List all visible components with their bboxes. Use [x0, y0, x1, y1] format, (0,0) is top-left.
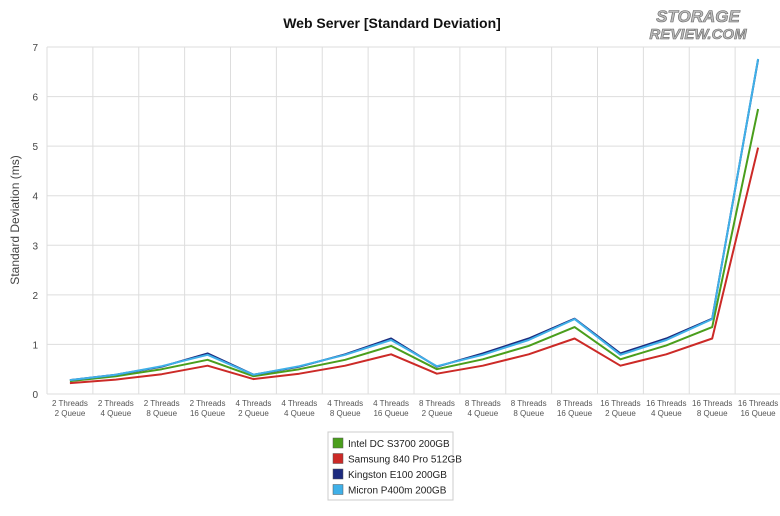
legend-swatch	[332, 468, 344, 480]
y-tick-label: 4	[32, 192, 38, 203]
x-tick-label: 8 Threads	[419, 399, 455, 408]
grid	[46, 46, 780, 395]
x-tick-label: 4 Threads	[327, 399, 363, 408]
legend-label: Samsung 840 Pro 512GB	[348, 455, 462, 466]
legend-swatch	[332, 437, 344, 449]
series-lines	[69, 58, 760, 385]
x-tick-label: 2 Threads	[190, 399, 226, 408]
logo-line1: STORAGE	[656, 7, 740, 26]
x-tick-label: 16 Threads	[692, 399, 732, 408]
x-tick-label: 8 Threads	[465, 399, 501, 408]
x-tick-label: 2 Threads	[98, 399, 134, 408]
x-tick-label-line2: 4 Queue	[651, 409, 682, 418]
x-tick-label: 2 Threads	[144, 399, 180, 408]
x-tick-label-line2: 2 Queue	[238, 409, 269, 418]
x-tick-label: 4 Threads	[236, 399, 272, 408]
legend-label: Kingston E100 200GB	[348, 470, 447, 481]
x-tick-label-line2: 4 Queue	[284, 409, 315, 418]
x-tick-label-line2: 8 Queue	[146, 409, 177, 418]
x-tick-label: 8 Threads	[511, 399, 547, 408]
storagereview-logo: STORAGE REVIEW.COM	[649, 7, 747, 44]
y-tick-labels: 0 1 2 3 4 5 6 7	[32, 43, 38, 401]
y-tick-label: 7	[32, 43, 38, 54]
legend-swatch	[332, 453, 344, 464]
x-tick-label: 16 Threads	[646, 399, 686, 408]
x-tick-label: 8 Threads	[557, 399, 593, 408]
x-tick-label-line2: 16 Queue	[190, 409, 226, 418]
y-tick-label: 2	[32, 291, 38, 302]
logo-line2: REVIEW.COM	[649, 26, 747, 43]
x-tick-label-line2: 4 Queue	[100, 409, 131, 418]
series-line-micron-p400m-200gb	[69, 58, 760, 382]
x-tick-label-line2: 8 Queue	[330, 409, 361, 418]
x-tick-label-line2: 16 Queue	[740, 409, 776, 418]
x-tick-label-line2: 16 Queue	[373, 409, 409, 418]
y-tick-label: 1	[32, 340, 38, 351]
legend-label: Micron P400m 200GB	[348, 486, 447, 497]
x-tick-label: 2 Threads	[52, 399, 88, 408]
legend-label: Intel DC S3700 200GB	[348, 439, 450, 450]
x-tick-label-line2: 8 Queue	[513, 409, 544, 418]
chart-title: Web Server [Standard Deviation]	[283, 15, 501, 31]
y-tick-label: 0	[32, 390, 38, 401]
x-tick-label: 4 Threads	[373, 399, 409, 408]
x-tick-label: 4 Threads	[281, 399, 317, 408]
series-line-samsung-840-pro-512gb	[69, 147, 760, 385]
series-line-intel-dc-s3700-200gb	[69, 108, 760, 383]
x-tick-label: 16 Threads	[738, 399, 778, 408]
x-tick-label-line2: 16 Queue	[557, 409, 593, 418]
x-tick-label-line2: 2 Queue	[422, 409, 453, 418]
y-tick-label: 6	[32, 93, 38, 104]
x-tick-label-line2: 2 Queue	[55, 409, 86, 418]
x-tick-label-line2: 2 Queue	[605, 409, 636, 418]
legend: Intel DC S3700 200GB Samsung 840 Pro 512G…	[327, 431, 462, 501]
x-tick-label: 16 Threads	[600, 399, 640, 408]
x-tick-label-line2: 8 Queue	[697, 409, 728, 418]
x-tick-label-line2: 4 Queue	[467, 409, 498, 418]
y-axis-label: Standard Deviation (ms)	[8, 155, 22, 284]
y-tick-label: 3	[32, 241, 38, 252]
legend-box	[327, 431, 454, 501]
legend-swatch	[332, 484, 344, 495]
y-tick-label: 5	[32, 142, 38, 153]
